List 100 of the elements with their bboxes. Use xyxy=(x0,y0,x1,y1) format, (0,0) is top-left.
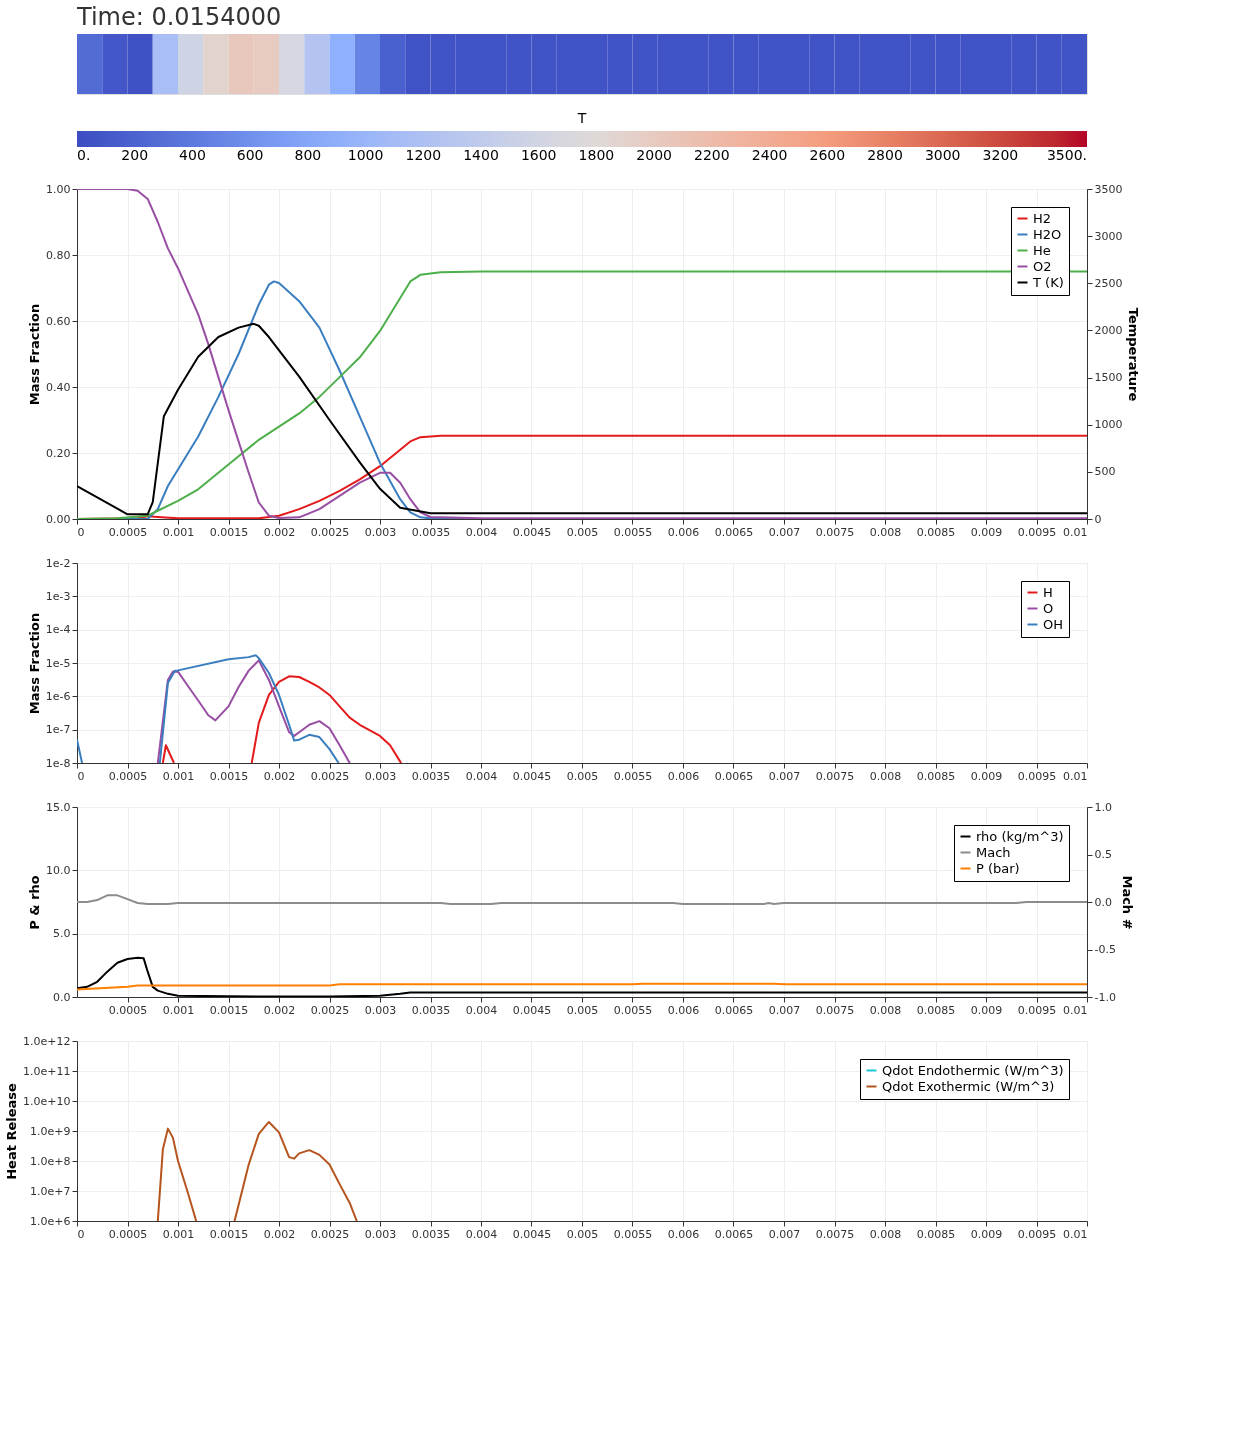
color-bar-label: 2200 xyxy=(694,147,730,163)
legend-label: P (bar) xyxy=(976,860,1020,876)
x-tick-label: 0.0075 xyxy=(815,1003,855,1017)
y-axis-title: Heat Release xyxy=(4,1083,20,1180)
x-tick-label: 0.0035 xyxy=(411,525,451,539)
legend-label: O xyxy=(1043,600,1054,616)
color-bar-label: 200 xyxy=(121,147,149,163)
x-tick-label: 0.005 xyxy=(566,1227,599,1241)
x-tick-label: 0.0095 xyxy=(1017,769,1057,783)
y-tick-label: 1.0e+9 xyxy=(30,1124,71,1138)
x-tick-label: 0.0055 xyxy=(613,1227,653,1241)
x-tick-label: 0.0005 xyxy=(108,1227,148,1241)
y-tick-label: 0.20 xyxy=(46,446,71,460)
y-tick-label: 0.00 xyxy=(46,512,71,526)
x-tick-label: 0.0005 xyxy=(108,769,148,783)
x-tick-label: 0.0015 xyxy=(209,525,249,539)
x-tick-label: 0.008 xyxy=(869,769,902,783)
x-tick-label: 0.01 xyxy=(1063,769,1088,783)
x-tick-label: 0.0035 xyxy=(411,1227,451,1241)
x-tick-label: 0.009 xyxy=(970,1227,1003,1241)
color-bar-label: 600 xyxy=(236,147,264,163)
color-bar-label: 1800 xyxy=(578,147,615,163)
y-tick-label: 1e-6 xyxy=(45,689,71,703)
line-series xyxy=(77,894,1087,905)
line-series xyxy=(156,659,351,763)
x-tick-label: 0.004 xyxy=(465,1003,498,1017)
color-bar-label: 2000 xyxy=(636,147,672,163)
y2-tick-label: 3000 xyxy=(1094,229,1123,243)
x-tick-label: 0.0085 xyxy=(916,1227,956,1241)
x-tick-label: 0.0085 xyxy=(916,1003,956,1017)
x-tick-label: 0.006 xyxy=(667,525,700,539)
x-tick-label: 0.0025 xyxy=(310,769,350,783)
legend-label: rho (kg/m^3) xyxy=(976,828,1064,844)
y-tick-label: 1e-4 xyxy=(45,623,71,637)
y2-axis-title: Mach # xyxy=(1119,875,1135,930)
legend-label: He xyxy=(1033,242,1051,258)
x-tick-label: 0.0055 xyxy=(613,525,653,539)
y2-tick-label: 2500 xyxy=(1094,276,1123,290)
x-tick-label: 0.008 xyxy=(869,1227,902,1241)
x-tick-label: 0.004 xyxy=(465,525,498,539)
y-tick-label: 1.0e+7 xyxy=(30,1184,71,1198)
x-tick-label: 0.0065 xyxy=(714,1227,754,1241)
y-tick-label: 1e-5 xyxy=(45,656,71,670)
x-tick-label: 0.0065 xyxy=(714,769,754,783)
y-tick-label: 1.0e+6 xyxy=(30,1214,71,1228)
y-tick-label: 1e-8 xyxy=(45,756,71,770)
y-tick-label: 1e-3 xyxy=(45,589,71,603)
y-tick-label: 1.0e+11 xyxy=(23,1064,71,1078)
x-tick-label: 0.01 xyxy=(1063,1003,1088,1017)
x-tick-label: 0 xyxy=(77,769,85,783)
x-tick-label: 0.0015 xyxy=(209,1227,249,1241)
x-tick-label: 0.0045 xyxy=(512,1003,552,1017)
x-tick-label: 0.002 xyxy=(263,769,296,783)
x-tick-label: 0.008 xyxy=(869,1003,902,1017)
y-tick-label: 0.60 xyxy=(46,314,71,328)
y-tick-label: 1.00 xyxy=(46,182,71,196)
x-tick-label: 0.0055 xyxy=(613,1003,653,1017)
x-tick-label: 0.009 xyxy=(970,769,1003,783)
legend-label: Qdot Endothermic (W/m^3) xyxy=(882,1062,1064,1078)
color-bar-label: 400 xyxy=(179,147,206,163)
y2-tick-label: 1500 xyxy=(1094,371,1123,385)
x-tick-label: 0.0045 xyxy=(512,525,552,539)
y-tick-label: 1e-2 xyxy=(45,556,71,570)
x-tick-label: 0.007 xyxy=(768,525,801,539)
x-tick-label: 0.0085 xyxy=(916,769,956,783)
x-tick-label: 0.0025 xyxy=(310,525,350,539)
color-bar-label: 1400 xyxy=(463,147,499,163)
x-tick-label: 0.009 xyxy=(970,1003,1003,1017)
x-tick-label: 0.008 xyxy=(869,525,902,539)
color-bar-label: 3200 xyxy=(982,147,1019,163)
x-tick-label: 0.004 xyxy=(465,1227,498,1241)
color-bar-label: 2800 xyxy=(867,147,903,163)
x-tick-label: 0.0095 xyxy=(1017,525,1057,539)
color-bar-label: 1200 xyxy=(405,147,442,163)
x-tick-label: 0.0055 xyxy=(613,769,653,783)
color-bar-label: 1600 xyxy=(520,147,557,163)
x-tick-label: 0.0095 xyxy=(1017,1003,1057,1017)
x-tick-label: 0.009 xyxy=(970,525,1003,539)
x-tick-label: 0.001 xyxy=(162,525,195,539)
color-bar-label: 0. xyxy=(77,147,91,163)
x-tick-label: 0.0005 xyxy=(108,1003,148,1017)
x-tick-label: 0.0025 xyxy=(310,1003,350,1017)
y2-tick-label: 0.0 xyxy=(1094,895,1112,909)
x-tick-label: 0.0065 xyxy=(714,525,754,539)
y-tick-label: 0.80 xyxy=(46,248,71,262)
legend-label: Qdot Exothermic (W/m^3) xyxy=(882,1078,1055,1094)
x-tick-label: 0 xyxy=(77,525,85,539)
y-tick-label: 10.0 xyxy=(46,863,71,877)
x-tick-label: 0.0095 xyxy=(1017,1227,1057,1241)
x-tick-label: 0.005 xyxy=(566,525,599,539)
line-series xyxy=(77,322,1087,516)
y-tick-label: 15.0 xyxy=(46,800,71,814)
x-tick-label: 0.0045 xyxy=(512,769,552,783)
y-tick-label: 0.40 xyxy=(46,380,71,394)
x-tick-label: 0.0025 xyxy=(310,1227,350,1241)
x-tick-label: 0.002 xyxy=(263,525,296,539)
y2-tick-label: 0.5 xyxy=(1094,848,1112,861)
x-tick-label: 0.0015 xyxy=(209,769,249,783)
color-bar-label: 2600 xyxy=(809,147,846,163)
x-tick-label: 0.005 xyxy=(566,1003,599,1017)
